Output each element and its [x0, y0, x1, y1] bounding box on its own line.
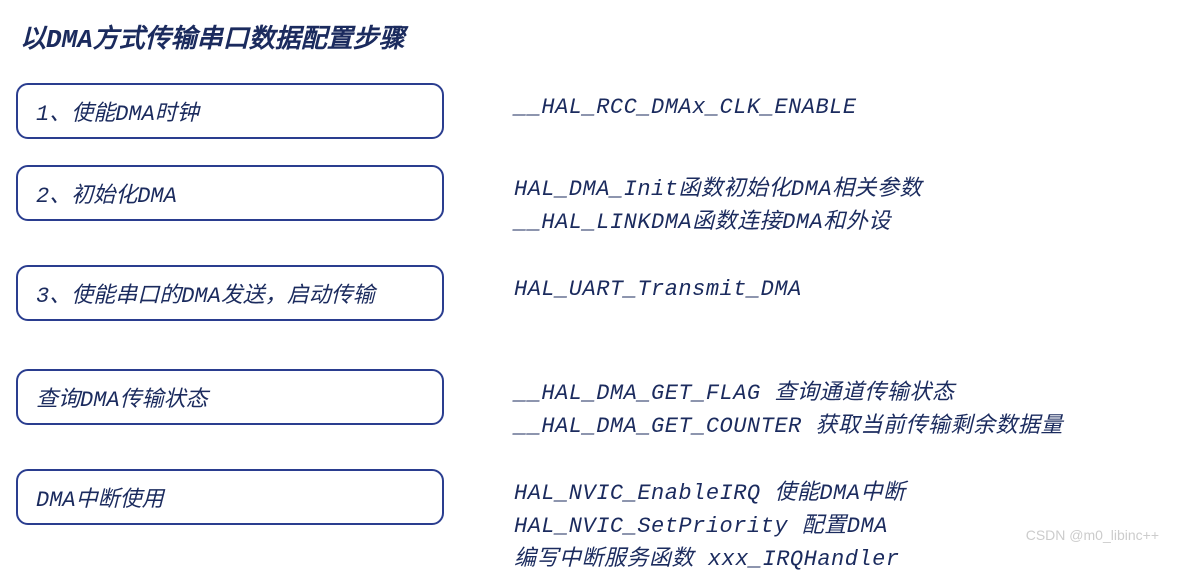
step-description: HAL_UART_Transmit_DMA	[514, 265, 802, 306]
step-box: 查询DMA传输状态	[16, 369, 444, 425]
step-row: 3、使能串口的DMA发送，启动传输 HAL_UART_Transmit_DMA	[16, 265, 1163, 321]
step-row: 查询DMA传输状态 __HAL_DMA_GET_FLAG 查询通道传输状态__HA…	[16, 369, 1163, 443]
desc-line: __HAL_RCC_DMAx_CLK_ENABLE	[514, 91, 857, 124]
desc-line: __HAL_LINKDMA函数连接DMA和外设	[514, 206, 922, 239]
desc-line: HAL_NVIC_EnableIRQ 使能DMA中断	[514, 477, 905, 510]
desc-line: HAL_DMA_Init函数初始化DMA相关参数	[514, 173, 922, 206]
page-title: 以DMA方式传输串口数据配置步骤	[20, 18, 1163, 55]
step-row: DMA中断使用 HAL_NVIC_EnableIRQ 使能DMA中断HAL_NVI…	[16, 469, 1163, 576]
step-description: __HAL_RCC_DMAx_CLK_ENABLE	[514, 83, 857, 124]
step-box: 1、使能DMA时钟	[16, 83, 444, 139]
step-description: __HAL_DMA_GET_FLAG 查询通道传输状态__HAL_DMA_GET…	[514, 369, 1063, 443]
watermark: CSDN @m0_libinc++	[1026, 527, 1159, 543]
desc-line: 编写中断服务函数 xxx_IRQHandler	[514, 543, 905, 576]
step-box: 2、初始化DMA	[16, 165, 444, 221]
desc-line: HAL_NVIC_SetPriority 配置DMA	[514, 510, 905, 543]
step-box: 3、使能串口的DMA发送，启动传输	[16, 265, 444, 321]
step-row: 2、初始化DMA HAL_DMA_Init函数初始化DMA相关参数__HAL_LI…	[16, 165, 1163, 239]
step-box: DMA中断使用	[16, 469, 444, 525]
steps-container: 1、使能DMA时钟 __HAL_RCC_DMAx_CLK_ENABLE 2、初始化D…	[16, 83, 1163, 576]
desc-line: __HAL_DMA_GET_COUNTER 获取当前传输剩余数据量	[514, 410, 1063, 443]
step-row: 1、使能DMA时钟 __HAL_RCC_DMAx_CLK_ENABLE	[16, 83, 1163, 139]
desc-line: __HAL_DMA_GET_FLAG 查询通道传输状态	[514, 377, 1063, 410]
step-description: HAL_NVIC_EnableIRQ 使能DMA中断HAL_NVIC_SetPr…	[514, 469, 905, 576]
desc-line: HAL_UART_Transmit_DMA	[514, 273, 802, 306]
step-description: HAL_DMA_Init函数初始化DMA相关参数__HAL_LINKDMA函数连…	[514, 165, 922, 239]
